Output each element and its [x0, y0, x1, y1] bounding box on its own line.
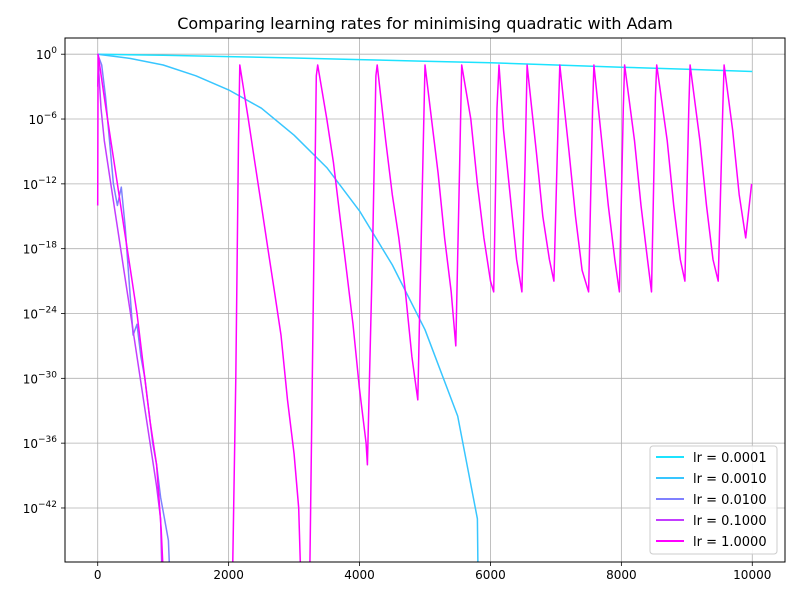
x-tick-label: 8000 [606, 568, 637, 582]
y-tick-label: 10−36 [23, 435, 58, 451]
series-line-0 [97, 53, 753, 73]
legend: lr = 0.0001 lr = 0.0010 lr = 0.0100 lr = 0.… [649, 445, 778, 555]
y-tick-label: 10−24 [23, 306, 58, 322]
x-tick-label: 0 [94, 568, 102, 582]
series-layer [96, 53, 753, 562]
x-tick-label: 10000 [733, 568, 771, 582]
legend-label: lr = 0.0100 [693, 493, 767, 508]
y-tick-label: 10−6 [28, 111, 57, 127]
series-line-2 [96, 53, 171, 562]
tick-layer: 0 2000 4000 6000 8000 10000 100 10−6 10−12 10−18 1… [23, 46, 772, 582]
y-tick-label: 10−42 [23, 500, 57, 516]
legend-label: lr = 0.0001 [693, 451, 767, 466]
legend-box [649, 445, 778, 555]
series-line-1 [97, 53, 479, 562]
y-tick-label: 10−18 [23, 241, 58, 257]
x-tick-label: 2000 [213, 568, 244, 582]
grid-layer [65, 38, 785, 562]
y-tick-label: 100 [36, 46, 57, 62]
plot-frame [64, 37, 786, 563]
x-tick-label: 6000 [475, 568, 506, 582]
legend-label: lr = 0.1000 [693, 514, 767, 529]
y-tick-label: 10−30 [23, 370, 58, 386]
series-line-3 [96, 64, 163, 562]
y-tick-label: 10−12 [23, 176, 57, 192]
legend-label: lr = 0.0010 [693, 472, 767, 487]
x-tick-label: 4000 [344, 568, 375, 582]
chart-title: Comparing learning rates for minimising … [177, 14, 673, 33]
series-line-4 [96, 53, 753, 562]
legend-label: lr = 1.0000 [693, 535, 767, 550]
